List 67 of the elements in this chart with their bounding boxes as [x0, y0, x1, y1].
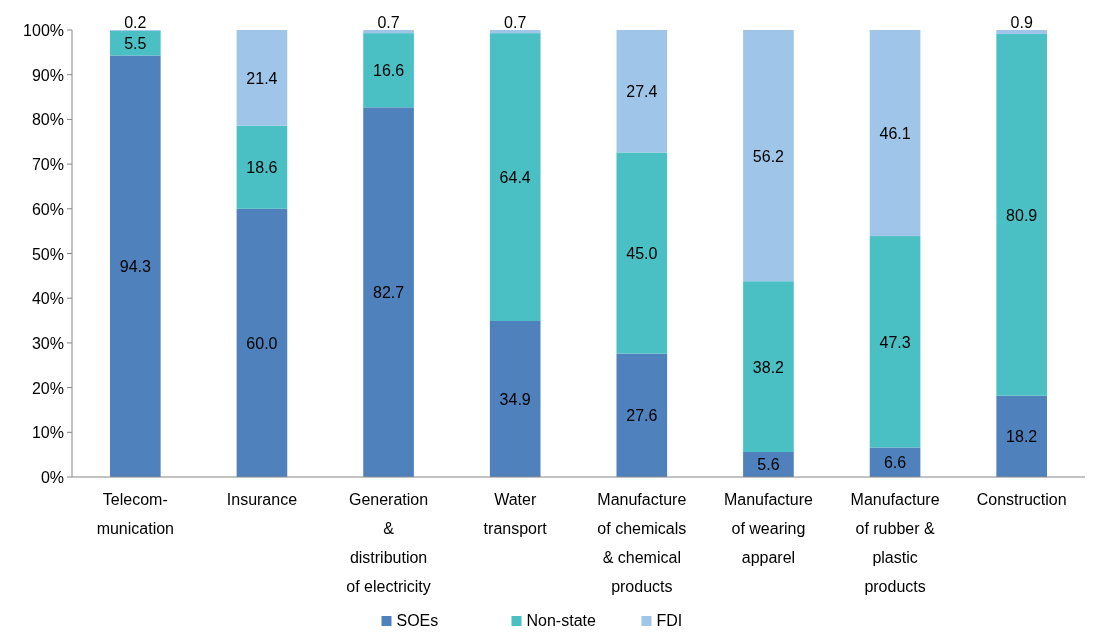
x-tick-label: Water transport	[483, 491, 548, 537]
bar	[489, 30, 541, 34]
y-tick-label: 100%	[23, 22, 64, 39]
data-label: 0.9	[1010, 14, 1033, 31]
x-tick-label: Manufacture of chemicals & chemical products	[597, 491, 687, 595]
y-tick-label: 50%	[31, 245, 64, 263]
data-label: 82.7	[372, 284, 405, 302]
bar	[996, 30, 1048, 35]
data-label: 0.7	[377, 14, 400, 31]
x-tick-label: Manufacture of rubber & plastic products	[850, 491, 940, 595]
data-label: 45.0	[626, 245, 658, 263]
legend-label: FDI	[656, 612, 683, 629]
bar	[743, 30, 794, 282]
bar	[616, 152, 668, 354]
data-label: 0.2	[124, 14, 147, 31]
data-label: 16.6	[372, 62, 405, 80]
bar	[616, 353, 668, 477]
bar	[869, 236, 921, 448]
y-tick-label: 70%	[31, 156, 64, 174]
data-label: 56.2	[752, 147, 785, 165]
legend-label: SOEs	[396, 612, 439, 629]
y-tick-label: 80%	[31, 111, 64, 129]
data-label: 18.2	[1006, 428, 1038, 446]
y-tick-label: 40%	[31, 290, 64, 308]
data-label: 46.1	[879, 125, 911, 143]
bar	[616, 30, 668, 153]
data-label: 0.7	[504, 14, 527, 31]
legend-label: Non-state	[526, 612, 596, 629]
bar	[109, 55, 161, 477]
y-tick-label: 30%	[31, 334, 64, 352]
data-label: 21.4	[246, 69, 278, 87]
bar	[363, 33, 414, 108]
y-tick-label: 10%	[31, 424, 64, 442]
bar	[489, 33, 541, 321]
y-tick-label: 60%	[31, 200, 64, 218]
bar	[109, 30, 161, 56]
y-tick-label: 90%	[31, 66, 64, 84]
bar	[996, 34, 1048, 396]
bar	[869, 30, 921, 237]
bar	[489, 321, 541, 477]
data-label: 27.4	[626, 83, 658, 101]
x-tick-label: Construction	[976, 491, 1067, 508]
data-label: 80.9	[1006, 206, 1038, 224]
data-label: 27.6	[626, 407, 658, 425]
data-label: 5.6	[757, 456, 780, 474]
data-label: 38.2	[752, 358, 785, 376]
y-tick-label: 0%	[40, 469, 64, 486]
bar	[996, 395, 1048, 477]
data-label: 64.4	[499, 169, 531, 187]
data-label: 18.6	[246, 159, 278, 177]
x-tick-label: Generation & distribution of electricity	[346, 491, 431, 595]
data-label: 60.0	[246, 334, 278, 352]
bar	[236, 208, 288, 477]
bar	[236, 30, 288, 126]
bar	[743, 281, 794, 452]
bar	[363, 30, 414, 34]
data-label: 47.3	[879, 333, 911, 351]
x-tick-label: Manufacture of wearing apparel	[723, 491, 814, 566]
bar	[236, 125, 288, 209]
data-label: 5.5	[124, 35, 147, 53]
data-label: 34.9	[499, 391, 531, 408]
bar	[363, 107, 414, 477]
y-tick-label: 20%	[31, 379, 64, 397]
x-tick-label: Telecom- munication	[96, 491, 174, 537]
data-label: 94.3	[119, 258, 151, 276]
data-label: 6.6	[883, 454, 907, 472]
x-tick-label: Insurance	[226, 491, 298, 508]
